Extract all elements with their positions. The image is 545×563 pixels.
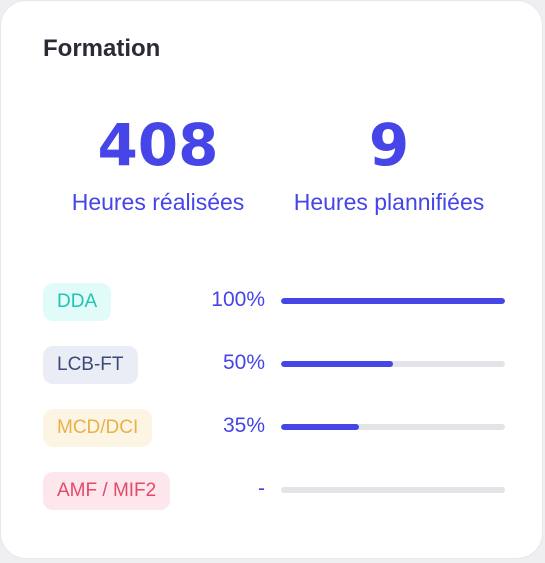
- progress-track-amf-mif2: [281, 487, 505, 493]
- training-badge-dda: DDA: [43, 283, 112, 321]
- training-row-lcb-ft: LCB-FT 50%: [43, 346, 505, 386]
- progress-fill-lcb-ft: [281, 361, 393, 367]
- progress-track-mcd-dci: [281, 424, 505, 430]
- hours-planned-label: Heures plannifiées: [293, 189, 485, 215]
- progress-fill-mcd-dci: [281, 424, 360, 430]
- training-badge-mcd-dci: MCD/DCI: [43, 409, 153, 447]
- stat-hours-planned: 9 Heures plannifiées: [274, 109, 504, 217]
- progress-track-lcb-ft: [281, 361, 505, 367]
- training-percent-lcb-ft: 50%: [222, 351, 265, 374]
- hours-completed-label: Heures réalisées: [71, 189, 245, 215]
- progress-fill-dda: [281, 298, 505, 304]
- hours-completed-value: 408: [97, 111, 219, 179]
- training-badge-lcb-ft: LCB-FT: [43, 346, 138, 384]
- training-row-dda: DDA 100%: [43, 283, 505, 323]
- progress-track-dda: [281, 298, 505, 304]
- training-percent-amf-mif2: -: [258, 477, 265, 500]
- training-row-mcd-dci: MCD/DCI 35%: [43, 409, 505, 449]
- training-percent-mcd-dci: 35%: [222, 414, 265, 437]
- stat-hours-completed: 408 Heures réalisées: [43, 109, 273, 217]
- training-badge-amf-mif2: AMF / MIF2: [43, 472, 171, 510]
- training-percent-dda: 100%: [211, 288, 265, 311]
- training-row-amf-mif2: AMF / MIF2 -: [43, 472, 505, 512]
- card-title: Formation: [43, 35, 161, 62]
- hours-planned-value: 9: [368, 111, 410, 179]
